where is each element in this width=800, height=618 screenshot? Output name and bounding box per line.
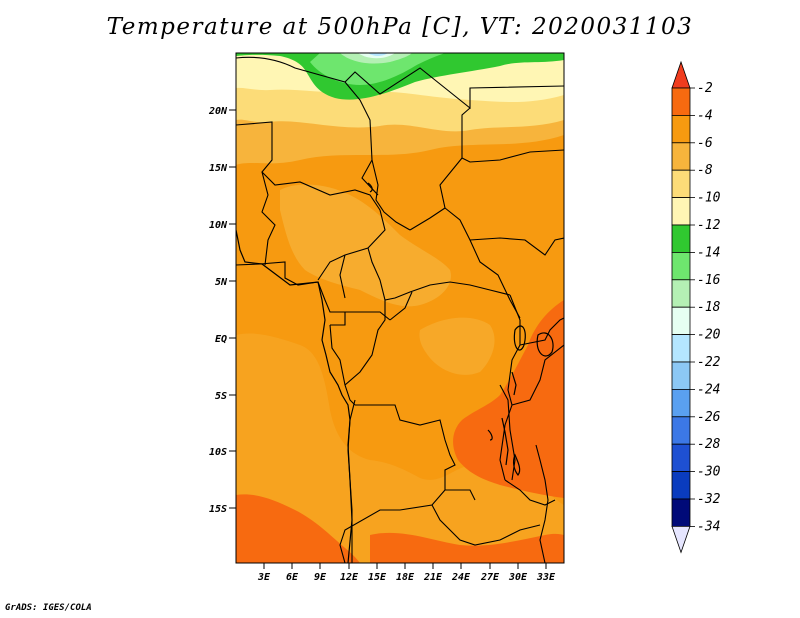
colorbar-label: -14	[697, 245, 720, 260]
colorbar-swatch	[671, 115, 691, 144]
latitude-axis: 20N 15N 10N 5N EQ 5S 10S 15S	[208, 106, 236, 515]
field-south-shade	[236, 333, 564, 563]
lon-label: 18E	[396, 572, 415, 583]
field-zone-minus-20	[368, 53, 388, 56]
colorbar-swatch	[671, 169, 691, 198]
field-congo-patch	[419, 317, 495, 375]
colorbar-label: -16	[697, 273, 721, 288]
lon-label: 15E	[368, 572, 387, 583]
coastline	[236, 229, 353, 563]
credit-text: GrADS: IGES/COLA	[5, 603, 92, 613]
colorbar-swatch	[671, 334, 691, 363]
colorbar-label: -8	[697, 163, 713, 178]
colorbar-top-arrow	[671, 60, 691, 89]
lon-label: 21E	[423, 572, 443, 583]
colorbar-bottom-arrow	[671, 526, 691, 554]
colorbar-swatch	[671, 416, 691, 445]
map-frame	[235, 52, 565, 564]
lon-label: 9E	[314, 572, 327, 583]
lon-label: 24E	[451, 572, 471, 583]
colorbar-swatch	[671, 251, 691, 281]
colorbar-label: -4	[697, 108, 713, 123]
colorbar-label: -24	[697, 382, 720, 397]
temperature-field	[236, 53, 564, 563]
colorbar-label: -10	[697, 191, 721, 206]
field-zone-minus-4-spot	[515, 428, 539, 458]
colorbar-label: -34	[697, 519, 720, 534]
colorbar-swatch	[671, 471, 691, 500]
field-zone-minus-14	[310, 53, 445, 85]
field-zone-minus-16	[340, 53, 412, 64]
colorbar-label: -18	[697, 300, 721, 315]
colorbar-swatch	[671, 197, 691, 226]
colorbar-swatch	[671, 142, 691, 171]
lon-label: 12E	[340, 572, 359, 583]
lon-label: 6E	[286, 572, 299, 583]
colorbar-swatch	[671, 443, 691, 473]
lat-label: 15N	[209, 163, 228, 174]
colorbar-swatch	[671, 498, 691, 527]
colorbar-swatch	[671, 279, 691, 308]
country-borders	[236, 56, 564, 563]
lat-label: 10S	[209, 447, 227, 458]
lat-label: 20N	[208, 106, 228, 117]
lat-label: 15S	[209, 504, 227, 515]
lat-label: 10N	[209, 220, 228, 231]
field-central-warm-patch	[280, 184, 451, 307]
colorbar-label: -28	[697, 437, 721, 452]
colorbar-label: -20	[697, 328, 721, 343]
lakes	[367, 182, 554, 476]
lon-label: 33E	[536, 572, 556, 583]
colorbar-swatch	[671, 87, 691, 116]
chart-title: Temperature at 500hPa [C], VT: 202003110…	[106, 14, 694, 40]
colorbar-label: -2	[697, 81, 713, 96]
lat-label: 5S	[215, 391, 227, 402]
lon-label: 3E	[257, 572, 271, 583]
colorbar-swatch	[671, 224, 691, 253]
lon-label: 27E	[480, 572, 500, 583]
colorbar-label: -6	[697, 136, 713, 151]
longitude-axis: 3E 6E 9E 12E 15E 18E 21E 24E 27E 30E 33E	[257, 563, 556, 583]
lon-label: 30E	[508, 572, 528, 583]
colorbar-label: -12	[697, 218, 721, 233]
colorbar-swatch	[671, 361, 691, 390]
lat-label: EQ	[215, 334, 227, 345]
colorbar: -2 -4 -6 -8 -10 -12 -14 -16 -18 -20 -22 -24 -26 -28 -3…	[671, 60, 721, 554]
colorbar-label: -32	[697, 492, 721, 507]
field-zone-minus-4-southwest	[236, 494, 360, 563]
colorbar-label: -26	[697, 410, 721, 425]
colorbar-label: -22	[697, 355, 721, 370]
colorbar-swatch	[671, 388, 691, 418]
colorbar-swatch	[671, 306, 691, 336]
field-zone-minus-4-south	[370, 532, 564, 563]
colorbar-label: -30	[697, 465, 721, 480]
lat-label: 5N	[215, 277, 228, 288]
